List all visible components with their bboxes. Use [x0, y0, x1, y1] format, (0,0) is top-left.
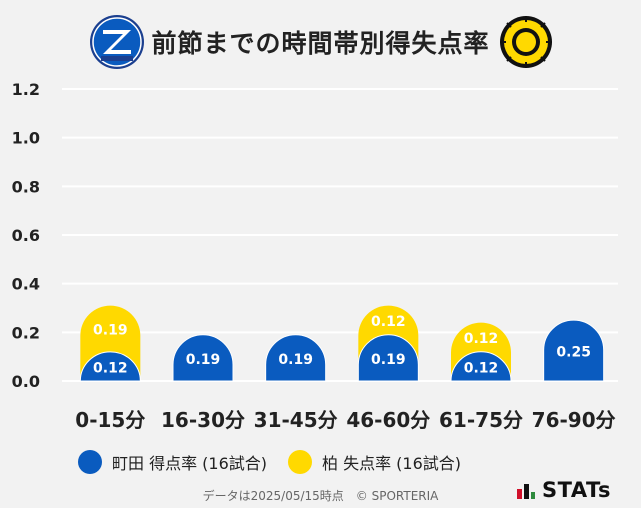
- bar-chart: 0.0 0.2 0.4 0.6 0.8 1.0 1.2 0.12 0.19 0-15分 0.19 16…: [12, 80, 618, 432]
- x-tick-label: 0-15分: [75, 408, 145, 432]
- stats-brand-text: STATs: [542, 478, 611, 502]
- x-tick-label: 31-45分: [254, 408, 338, 432]
- legend-label-machida: 町田 得点率 (16試合): [112, 454, 268, 473]
- bar-machida: [172, 334, 234, 382]
- kashiwa-reysol-crest-icon: [500, 16, 552, 68]
- data-label-kashiwa: 0.19: [93, 323, 128, 339]
- legend-swatch-kashiwa: [288, 450, 312, 474]
- data-label-machida: 0.19: [278, 352, 313, 368]
- data-label-machida: 0.19: [371, 352, 406, 368]
- bar-machida: [357, 334, 419, 382]
- y-tick-label: 0.2: [12, 323, 40, 342]
- y-tick-label: 0.4: [12, 275, 40, 294]
- data-label-kashiwa: 0.12: [464, 331, 499, 347]
- bar-machida: [543, 319, 605, 382]
- zelvia-crest-icon: [90, 15, 144, 69]
- data-label-machida: 0.12: [464, 360, 499, 376]
- stats-brand: STATs: [516, 477, 611, 503]
- y-tick-label: 0.8: [12, 177, 40, 196]
- data-label-machida: 0.25: [556, 345, 591, 361]
- y-tick-label: 0.6: [12, 226, 40, 245]
- y-tick-label: 0.0: [12, 372, 40, 391]
- y-tick-label: 1.0: [12, 129, 40, 148]
- legend-item-kashiwa: 柏 失点率 (16試合): [288, 448, 461, 476]
- footer-note: データは2025/05/15時点 © SPORTERIA: [202, 489, 439, 503]
- bar-machida: [79, 351, 141, 382]
- data-label-machida: 0.19: [186, 352, 221, 368]
- x-tick-label: 46-60分: [346, 408, 430, 432]
- legend-item-machida: 町田 得点率 (16試合): [78, 448, 267, 476]
- y-tick-label: 1.2: [12, 80, 40, 99]
- x-tick-label: 76-90分: [532, 408, 616, 432]
- data-label-machida: 0.12: [93, 360, 128, 376]
- legend: 町田 得点率 (16試合) 柏 失点率 (16試合): [78, 448, 578, 476]
- bar-machida: [450, 351, 512, 382]
- legend-swatch-machida: [78, 450, 102, 474]
- chart-header: 前節までの時間帯別得失点率: [0, 0, 641, 84]
- chart-title: 前節までの時間帯別得失点率: [151, 29, 490, 58]
- data-label-kashiwa: 0.12: [371, 314, 406, 330]
- stats-logo-icon: [517, 484, 535, 499]
- x-tick-label: 16-30分: [161, 408, 245, 432]
- bar-machida: [265, 334, 327, 382]
- x-tick-label: 61-75分: [439, 408, 523, 432]
- legend-label-kashiwa: 柏 失点率 (16試合): [322, 454, 462, 473]
